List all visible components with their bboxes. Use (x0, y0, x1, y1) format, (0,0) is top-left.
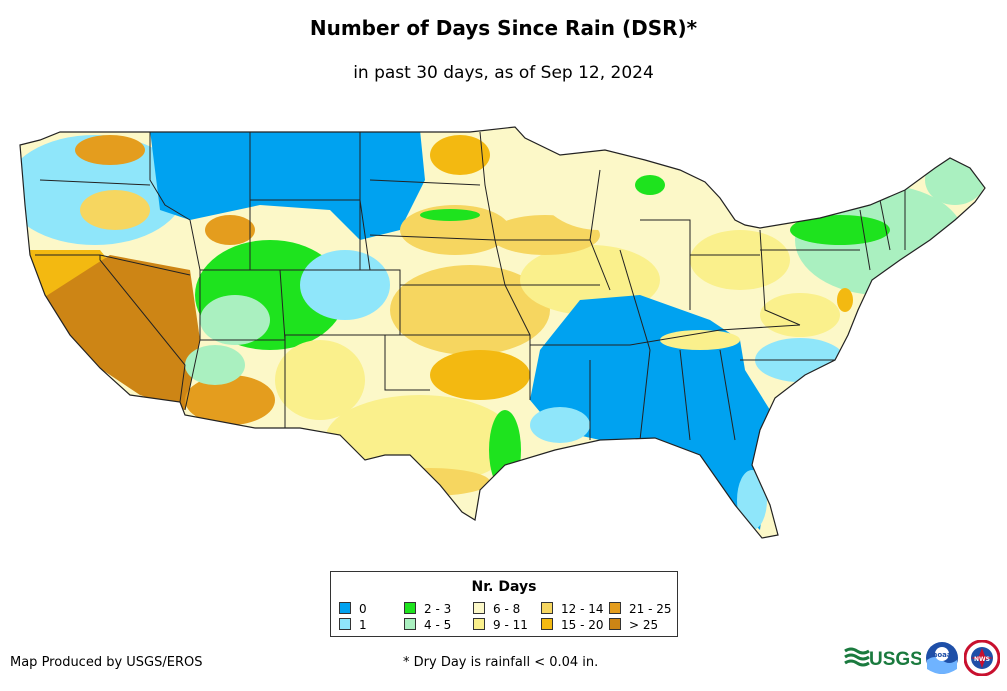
region-nj-orange (837, 288, 853, 312)
legend-label: 9 - 11 (493, 618, 528, 632)
legend-item: > 25 (609, 618, 658, 632)
dry-day-footnote: * Dry Day is rainfall < 0.04 in. (403, 655, 599, 670)
nws-logo-text: NWS (974, 656, 990, 663)
region-co-sky (300, 250, 390, 320)
region-wa-orange (75, 135, 145, 165)
legend-item: 21 - 25 (609, 602, 672, 616)
region-wy-orange (205, 215, 255, 245)
noaa-logo: noaa (926, 642, 958, 674)
usgs-logo: USGS (844, 647, 921, 670)
map-subtitle: in past 30 days, as of Sep 12, 2024 (353, 63, 654, 83)
region-nm-yellow (275, 340, 365, 420)
legend-swatch (339, 618, 351, 630)
region-nd-orange (430, 135, 490, 175)
region-tx-south-orange (370, 468, 490, 496)
legend-title: Nr. Days (471, 579, 537, 595)
legend-swatch (609, 618, 621, 630)
region-tx-coast-green (489, 410, 521, 490)
legend-item: 12 - 14 (541, 602, 604, 616)
legend-label: 6 - 8 (493, 602, 521, 616)
region-ok-orange (430, 350, 530, 400)
region-ny-green (790, 215, 890, 245)
region-sd-green (420, 209, 480, 221)
legend-label: 15 - 20 (561, 618, 604, 632)
legend-swatch (541, 602, 553, 614)
region-tn-yellow (660, 330, 740, 350)
legend-swatch (404, 618, 416, 630)
region-or-yellow (80, 190, 150, 230)
legend-label: 0 (359, 602, 367, 616)
legend-label: 4 - 5 (424, 618, 452, 632)
legend-label: 12 - 14 (561, 602, 604, 616)
region-ut-mint (200, 295, 270, 345)
region-tx-yellow (325, 395, 515, 485)
legend-swatch (404, 602, 416, 614)
region-az-orange (185, 375, 275, 425)
region-az-mint (185, 345, 245, 385)
region-ne-ks-yellow (390, 265, 550, 355)
legend-swatch (473, 618, 485, 630)
region-wi-mn-light (540, 150, 660, 230)
legend-item: 2 - 3 (404, 602, 451, 616)
region-north-blue (150, 130, 425, 240)
legend-swatch (609, 602, 621, 614)
usgs-logo-text: USGS (869, 649, 921, 670)
legend: Nr. Days 0 1 2 - 3 4 - 5 6 - 8 9 - 11 12 - 14 1… (330, 571, 678, 637)
region-va-yellow (760, 293, 840, 337)
legend-item: 0 (339, 602, 367, 616)
state-boundaries (35, 131, 906, 441)
legend-label: 21 - 25 (629, 602, 672, 616)
usgs-wave-icon (844, 647, 870, 667)
legend-item: 1 (339, 618, 367, 632)
region-wi-green (635, 175, 665, 195)
legend-label: > 25 (629, 618, 659, 632)
region-southwest-dark (40, 255, 200, 410)
region-oh-yellow (690, 230, 790, 290)
legend-label: 2 - 3 (424, 602, 452, 616)
nws-logo: NWS (964, 640, 1000, 676)
legend-item: 6 - 8 (473, 602, 520, 616)
legend-swatch (473, 602, 485, 614)
legend-swatch (339, 602, 351, 614)
map-title: Number of Days Since Rain (DSR)* (309, 16, 698, 40)
region-la-sky (530, 407, 590, 443)
legend-item: 9 - 11 (473, 618, 528, 632)
us-dsr-map (19, 126, 986, 539)
region-me-mint (925, 155, 985, 205)
region-southeast-blue (530, 295, 770, 530)
legend-label: 1 (359, 618, 367, 632)
legend-swatch (541, 618, 553, 630)
noaa-logo-text: noaa (932, 651, 952, 659)
legend-item: 15 - 20 (541, 618, 604, 632)
producer-credit: Map Produced by USGS/EROS (10, 655, 203, 670)
region-fl-sky (737, 470, 767, 530)
legend-item: 4 - 5 (404, 618, 451, 632)
